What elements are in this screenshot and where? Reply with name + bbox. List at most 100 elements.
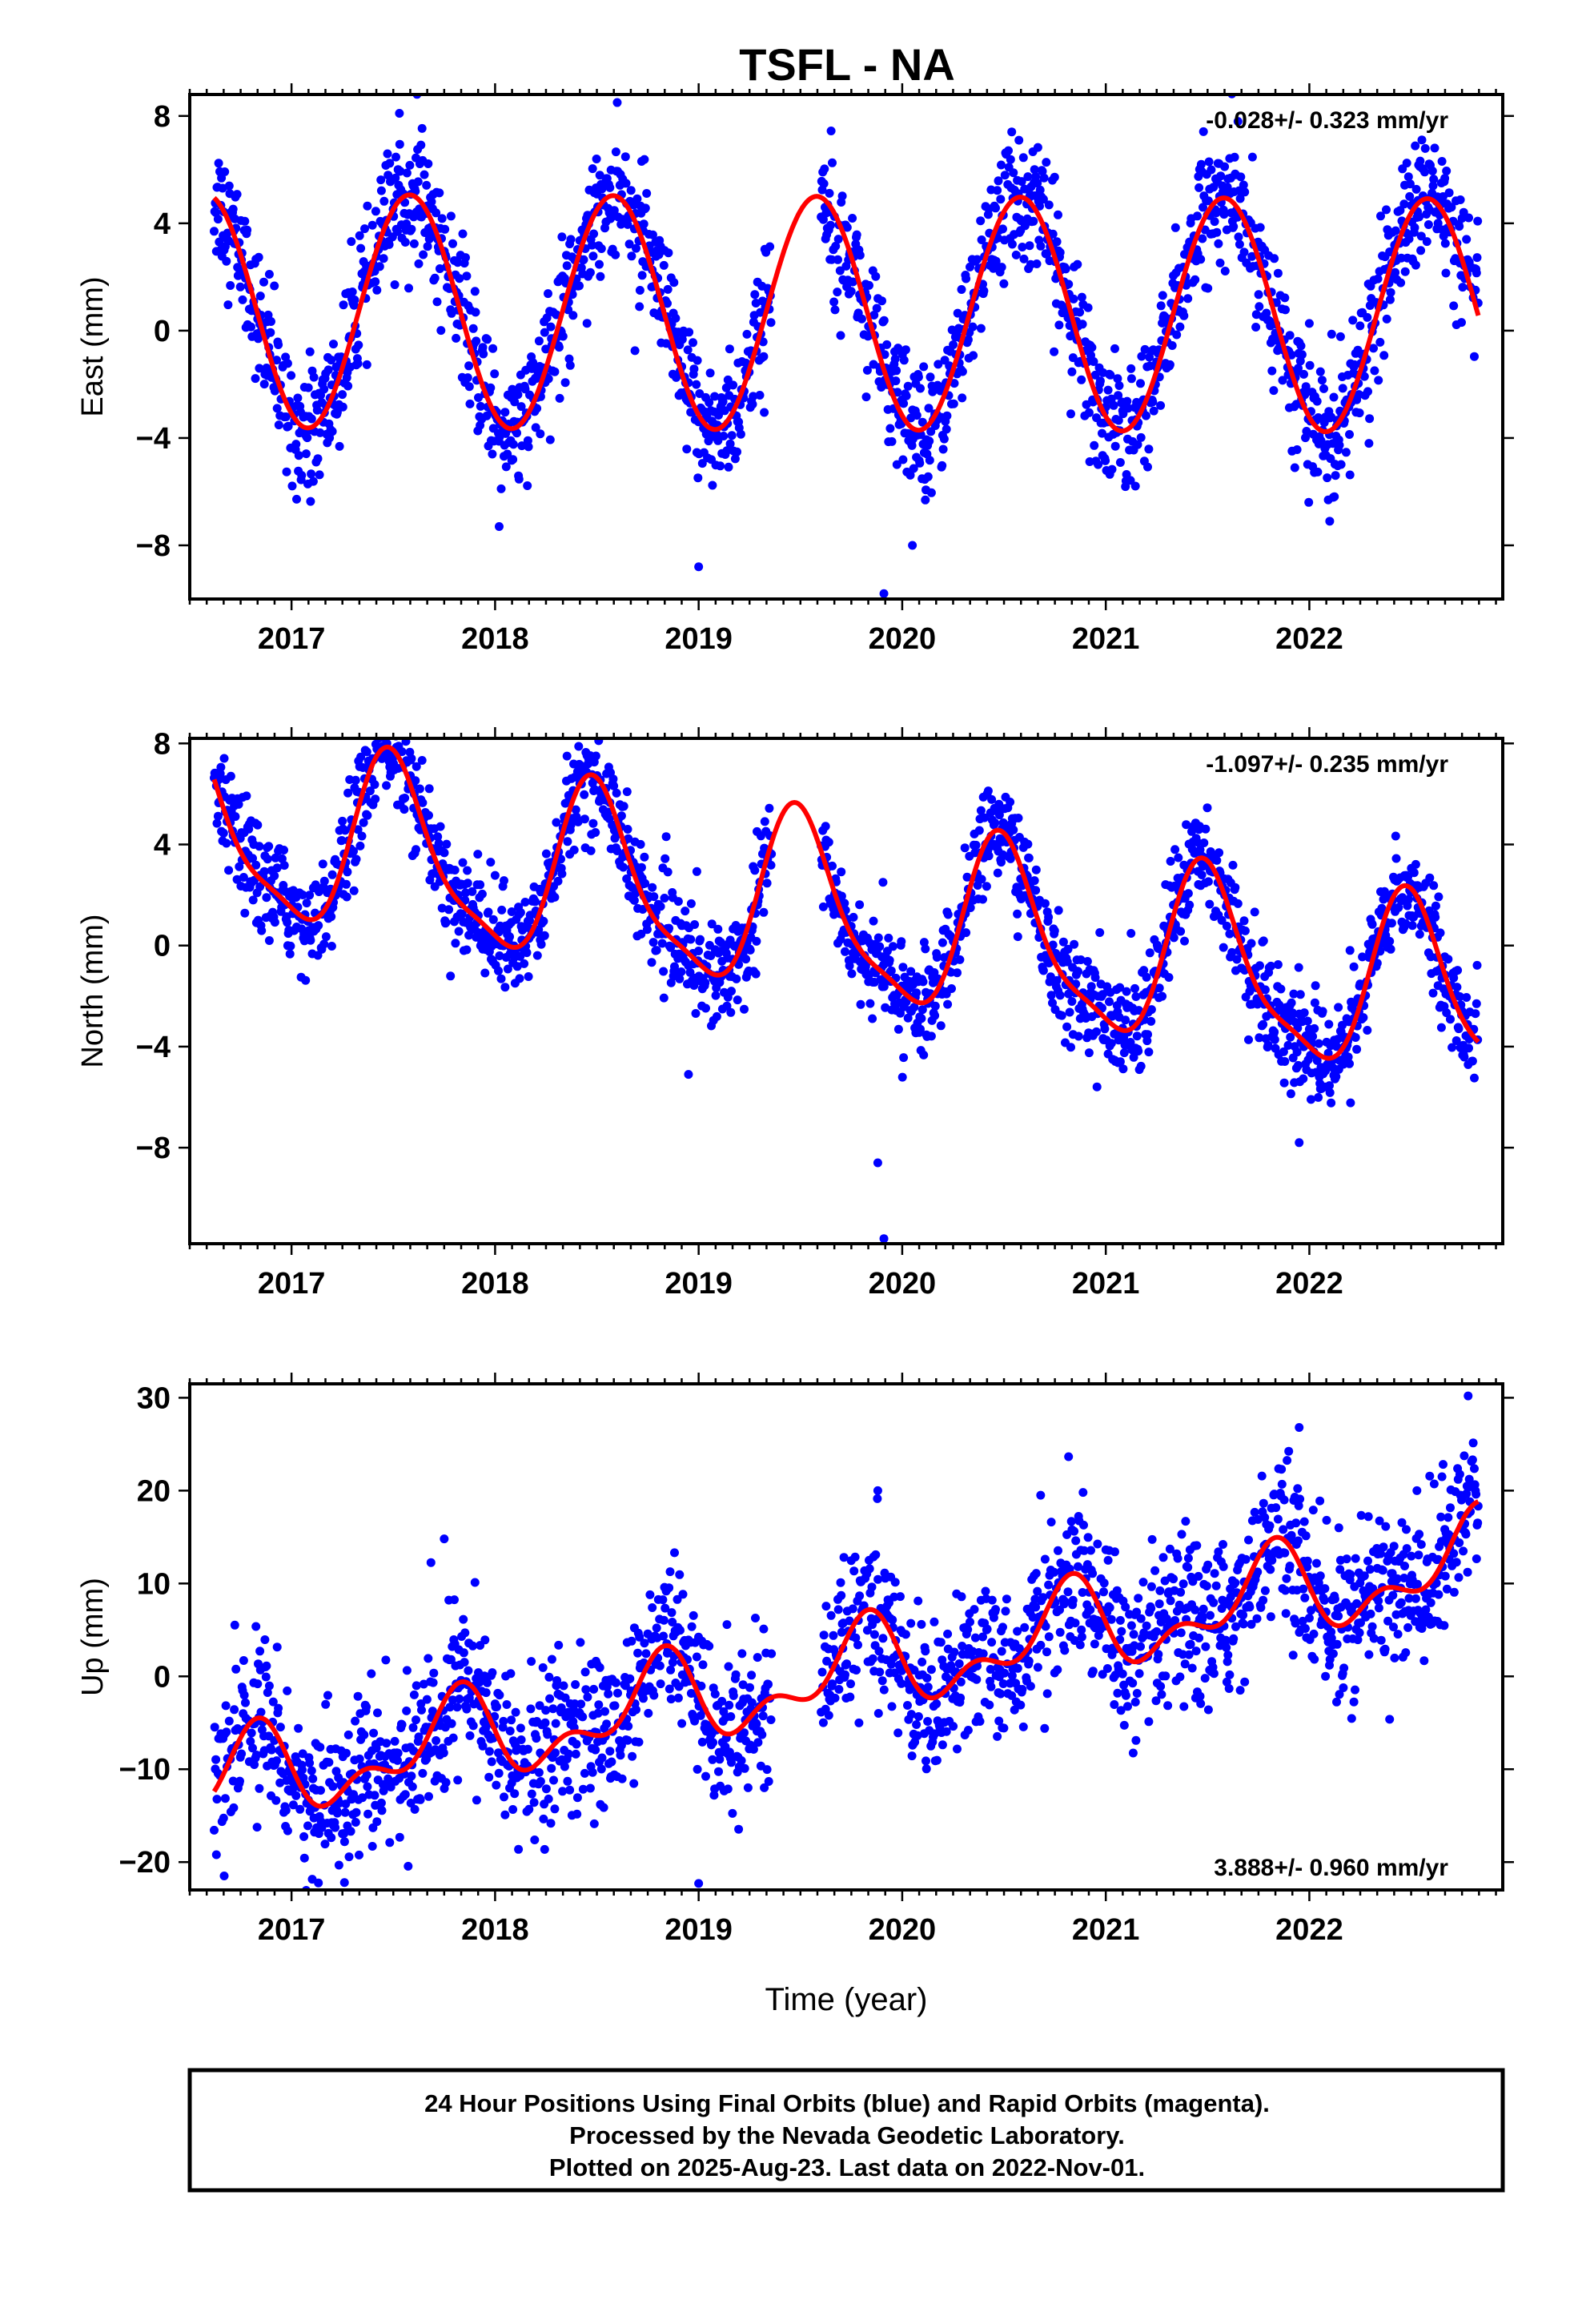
data-point [993,186,1002,195]
data-point [1198,234,1207,243]
data-point [1227,947,1237,957]
data-point [848,277,857,287]
data-point [408,1782,417,1791]
data-point [1404,234,1414,243]
data-point [1338,1020,1347,1030]
data-point [379,196,389,206]
data-point [219,1813,228,1823]
data-point [1025,241,1034,251]
data-point [446,971,456,981]
data-point [689,981,699,990]
data-point [464,1666,473,1675]
data-point [591,751,600,761]
data-point [298,891,307,899]
figure-title: TSFL - NA [739,39,955,90]
data-point [544,1794,553,1803]
data-point [370,780,379,790]
data-point [1156,301,1166,311]
data-point [1018,243,1027,251]
data-point [1023,839,1033,849]
data-point [1402,159,1411,168]
data-point [286,941,295,951]
data-point [362,360,371,369]
data-point [932,952,942,962]
data-point [414,1732,424,1742]
data-point [459,1614,468,1624]
data-point [628,1751,637,1761]
data-point [1067,997,1077,1006]
data-point [450,1595,459,1605]
data-point [285,949,295,959]
data-point [575,281,584,291]
data-point [665,1567,675,1577]
data-point [666,978,676,987]
data-point [596,244,606,253]
data-point [515,974,524,983]
data-point [314,1878,323,1888]
data-point [705,398,714,408]
data-point [303,433,312,443]
y-tick-label: −8 [136,529,171,563]
data-point [745,945,755,955]
data-point [1377,903,1387,913]
data-point [1058,937,1068,947]
data-point [377,724,386,733]
x-tick-label: 2018 [461,1267,529,1301]
data-point [291,440,301,449]
data-point [496,484,506,493]
data-point [716,461,725,471]
data-point [909,464,918,473]
data-point [1062,1022,1072,1031]
data-point [417,756,427,765]
data-point [230,1705,239,1715]
data-point [1292,445,1302,454]
data-point [1031,886,1041,895]
data-point [558,332,568,341]
data-point [634,1737,644,1747]
data-point [930,1001,940,1011]
data-point [362,1703,371,1711]
data-point [248,1743,257,1753]
data-point [510,1789,520,1799]
data-point [597,1753,607,1763]
data-point [468,324,478,333]
data-point [222,838,231,848]
data-point [419,1679,428,1689]
data-point [447,308,456,318]
data-point [1464,213,1473,223]
data-point [741,358,751,368]
data-point [665,1583,674,1593]
data-point [591,828,600,837]
data-point [383,149,392,159]
data-point [219,754,229,763]
data-point [1425,873,1435,883]
data-point [507,907,516,916]
data-point [1405,179,1415,189]
data-point [836,331,845,340]
data-point [294,451,303,460]
data-point [1105,997,1114,1007]
data-point [511,1707,520,1717]
data-point [1042,158,1051,167]
data-point [416,1795,425,1804]
data-point [382,1739,391,1748]
data-point [409,239,419,248]
data-point [605,183,615,192]
data-point [571,805,580,814]
x-tick-label: 2022 [1275,622,1343,656]
data-point [999,279,1009,288]
data-point [1233,899,1243,908]
data-point [267,317,275,326]
data-point [593,1708,603,1718]
data-point [1239,180,1248,190]
data-point [727,431,737,440]
y-tick-label: −4 [136,422,171,456]
data-point [323,1691,332,1700]
data-point [1007,239,1017,249]
data-point [312,405,322,415]
data-point [673,1693,683,1703]
data-point [560,1762,569,1771]
data-point [656,1679,665,1689]
data-point [1009,168,1018,178]
data-point [1294,364,1303,373]
